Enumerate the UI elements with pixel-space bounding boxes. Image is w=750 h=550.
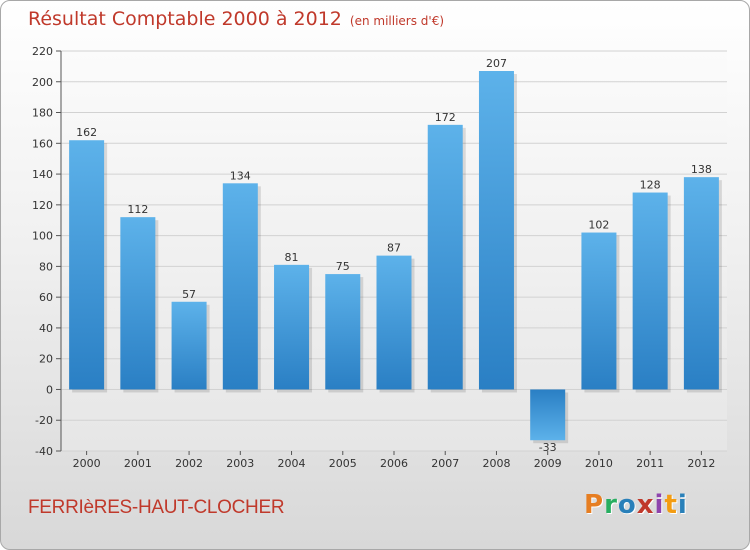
- bar-2012: [683, 177, 719, 390]
- bar-2003: [222, 183, 258, 390]
- logo-letter: t: [664, 490, 678, 520]
- bar-2000: [69, 140, 105, 390]
- x-tick-label: 2008: [482, 457, 510, 470]
- y-tick-label: 140: [32, 168, 53, 181]
- commune-name: FERRIèRES-HAUT-CLOCHER: [28, 497, 285, 518]
- bar-2011: [632, 192, 668, 390]
- logo-letter: r: [604, 490, 618, 520]
- chart-title: Résultat Comptable 2000 à 2012 (en millie…: [28, 8, 444, 30]
- y-tick-label: 40: [39, 322, 53, 335]
- data-label-2009: -33: [539, 441, 557, 454]
- bar-2009: [530, 389, 566, 441]
- y-tick-label: 160: [32, 137, 53, 150]
- data-label-2012: 138: [691, 163, 712, 176]
- y-tick-label: 100: [32, 230, 53, 243]
- data-label-2010: 102: [588, 219, 609, 232]
- bars: 162 112 57 134 81 75 87 172 207 -33 102 128 138: [69, 57, 722, 454]
- y-tick-label: -40: [35, 445, 53, 458]
- data-label-2006: 87: [387, 242, 401, 255]
- data-label-2001: 112: [127, 203, 148, 216]
- x-tick-label: 2002: [175, 457, 203, 470]
- x-tick-label: 2003: [226, 457, 254, 470]
- logo-letter: o: [617, 490, 637, 520]
- x-tick-label: 2004: [278, 457, 306, 470]
- data-label-2004: 81: [285, 251, 299, 264]
- y-tick-label: 120: [32, 199, 53, 212]
- x-tick-label: 2001: [124, 457, 152, 470]
- x-tick-label: 2010: [585, 457, 613, 470]
- x-tick-label: 2000: [73, 457, 101, 470]
- y-tick-label: 180: [32, 107, 53, 120]
- data-label-2008: 207: [486, 57, 507, 70]
- data-label-2011: 128: [640, 179, 661, 192]
- x-tick-label: 2011: [636, 457, 664, 470]
- bar-2006: [376, 255, 412, 390]
- y-tick-label: 0: [46, 383, 53, 396]
- bar-2004: [274, 264, 310, 390]
- x-tick-label: 2007: [431, 457, 459, 470]
- y-tick-label: 80: [39, 260, 53, 273]
- x-tick-label: 2009: [534, 457, 562, 470]
- y-tick-label: -20: [35, 414, 53, 427]
- proxiti-logo: Proxiti: [584, 490, 688, 520]
- data-label-2000: 162: [76, 126, 97, 139]
- logo-letter: i: [654, 490, 665, 520]
- bar-2002: [171, 301, 207, 390]
- y-tick-label: 20: [39, 353, 53, 366]
- chart-unit: (en milliers d'€): [349, 14, 445, 28]
- chart-title-text: Résultat Comptable 2000 à 2012: [28, 8, 342, 30]
- logo-letter: P: [584, 490, 605, 520]
- data-label-2003: 134: [230, 169, 251, 182]
- x-tick-label: 2012: [687, 457, 715, 470]
- bar-2010: [581, 232, 617, 390]
- y-tick-label: 60: [39, 291, 53, 304]
- x-tick-label: 2005: [329, 457, 357, 470]
- x-axis-labels: 2000 2001 2002 2003 2004 2005 2006 2007 2008 2009…: [73, 451, 715, 470]
- y-axis-labels: -40 -20 0 20 40 60 80 100 120 140 160 180 200 220: [32, 45, 53, 458]
- bar-2007: [427, 124, 463, 390]
- logo-letter: x: [636, 490, 655, 520]
- data-label-2002: 57: [182, 288, 196, 301]
- bar-2008: [478, 71, 514, 390]
- x-tick-label: 2006: [380, 457, 408, 470]
- data-label-2005: 75: [336, 260, 350, 273]
- y-tick-label: 220: [32, 45, 53, 58]
- bar-2001: [120, 217, 156, 390]
- y-tick-label: 200: [32, 76, 53, 89]
- data-label-2007: 172: [435, 111, 456, 124]
- logo-letter: i: [677, 490, 688, 520]
- bar-2005: [325, 274, 361, 390]
